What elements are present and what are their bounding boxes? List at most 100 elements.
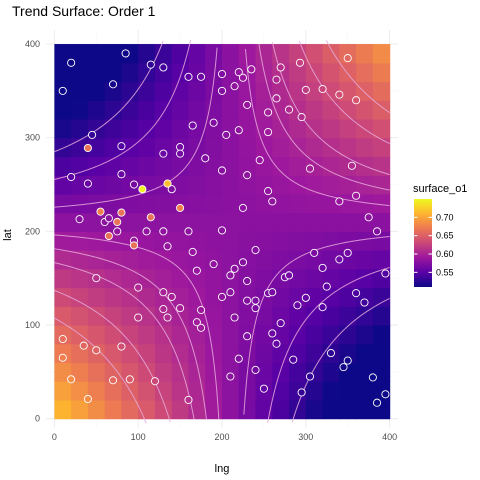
surface-cell bbox=[154, 381, 173, 401]
data-point bbox=[184, 72, 193, 81]
data-point bbox=[352, 96, 361, 105]
data-point-high bbox=[146, 213, 155, 222]
surface-cell bbox=[154, 324, 173, 345]
surface-cell bbox=[339, 100, 357, 120]
data-point bbox=[335, 197, 344, 206]
contour-line bbox=[298, 40, 390, 145]
legend-tick-label: 0.60 bbox=[436, 249, 454, 259]
surface-cell bbox=[54, 399, 72, 420]
contour-line bbox=[54, 40, 192, 180]
contour-line bbox=[54, 248, 207, 420]
surface-cell bbox=[154, 156, 173, 176]
surface-cell bbox=[322, 44, 340, 64]
surface-cell bbox=[87, 381, 106, 401]
surface-cell bbox=[339, 137, 357, 158]
data-point bbox=[322, 282, 331, 291]
surface-cell bbox=[255, 324, 273, 345]
data-point-high bbox=[104, 231, 113, 241]
surface-cell bbox=[289, 287, 307, 307]
data-point bbox=[352, 191, 361, 200]
surface-cell bbox=[104, 287, 123, 307]
surface-cell bbox=[222, 100, 240, 120]
surface-cell bbox=[238, 306, 257, 326]
surface-cell bbox=[188, 343, 206, 364]
surface-cell bbox=[372, 343, 391, 364]
data-point bbox=[230, 264, 239, 273]
data-point bbox=[108, 376, 118, 385]
surface-cell bbox=[188, 137, 206, 158]
surface-cell bbox=[372, 362, 391, 382]
surface-cell bbox=[154, 250, 173, 270]
surface-cell bbox=[71, 175, 89, 195]
surface-cell bbox=[104, 137, 123, 158]
surface-cell bbox=[238, 175, 257, 195]
surface-cell bbox=[322, 118, 340, 139]
surface-cell bbox=[87, 212, 106, 232]
data-point bbox=[83, 179, 92, 188]
surface-cell bbox=[154, 268, 173, 289]
data-point bbox=[372, 398, 382, 407]
surface-cell bbox=[71, 362, 89, 382]
surface-cell bbox=[171, 212, 190, 232]
data-point bbox=[129, 180, 139, 189]
surface-cell bbox=[171, 250, 190, 270]
data-point bbox=[58, 353, 67, 362]
legend-ticks: 0.55 0.60 0.65 0.70 bbox=[414, 212, 454, 277]
surface-cell bbox=[188, 212, 206, 232]
surface-cell bbox=[272, 137, 290, 158]
surface-cell bbox=[205, 137, 223, 158]
data-point bbox=[67, 172, 76, 182]
surface-cell bbox=[171, 381, 190, 401]
surface-cell bbox=[272, 212, 290, 232]
data-point bbox=[305, 164, 315, 173]
y-axis-ticks: 0 100 200 300 400 bbox=[25, 39, 40, 424]
data-point bbox=[217, 166, 227, 175]
data-point bbox=[209, 260, 218, 269]
surface-cell bbox=[104, 175, 123, 195]
surface-cell bbox=[205, 362, 223, 382]
data-point bbox=[301, 85, 310, 94]
surface-cell bbox=[272, 287, 290, 307]
data-point bbox=[297, 113, 306, 122]
surface-cell bbox=[121, 324, 139, 345]
surface-cell bbox=[222, 324, 240, 345]
data-point bbox=[284, 105, 294, 114]
surface-cell bbox=[154, 362, 173, 382]
surface-cell bbox=[255, 193, 273, 214]
surface-cell bbox=[188, 81, 206, 101]
surface-cell bbox=[138, 343, 156, 364]
surface-cell bbox=[289, 268, 307, 289]
surface-cell bbox=[205, 287, 223, 307]
data-point bbox=[142, 227, 151, 236]
surface-cell bbox=[71, 287, 89, 307]
data-point bbox=[146, 60, 155, 69]
surface-cell bbox=[272, 324, 290, 345]
surface-cell bbox=[356, 399, 374, 420]
surface-cell bbox=[222, 381, 240, 401]
surface-cell bbox=[322, 250, 340, 270]
surface-cell bbox=[54, 100, 72, 120]
data-point bbox=[264, 187, 273, 196]
surface-cell bbox=[138, 118, 156, 139]
surface-cell bbox=[154, 118, 173, 139]
surface-cell bbox=[238, 44, 257, 64]
surface-cell bbox=[255, 231, 273, 251]
surface-cell bbox=[289, 324, 307, 345]
surface-cell bbox=[356, 44, 374, 64]
surface-cell bbox=[205, 306, 223, 326]
data-point bbox=[196, 323, 206, 332]
surface-cell bbox=[54, 137, 72, 158]
surface-cell bbox=[87, 324, 106, 345]
surface-cell bbox=[154, 212, 173, 232]
data-point bbox=[251, 246, 260, 255]
surface-cell bbox=[121, 399, 139, 420]
surface-cell bbox=[238, 137, 257, 158]
surface-cell bbox=[71, 306, 89, 326]
surface-cell bbox=[339, 44, 357, 64]
surface-cell bbox=[305, 81, 324, 101]
data-point bbox=[92, 274, 101, 283]
surface-cell bbox=[339, 306, 357, 326]
surface-cell bbox=[322, 62, 340, 83]
data-point bbox=[226, 372, 235, 381]
surface-cell bbox=[121, 156, 139, 176]
